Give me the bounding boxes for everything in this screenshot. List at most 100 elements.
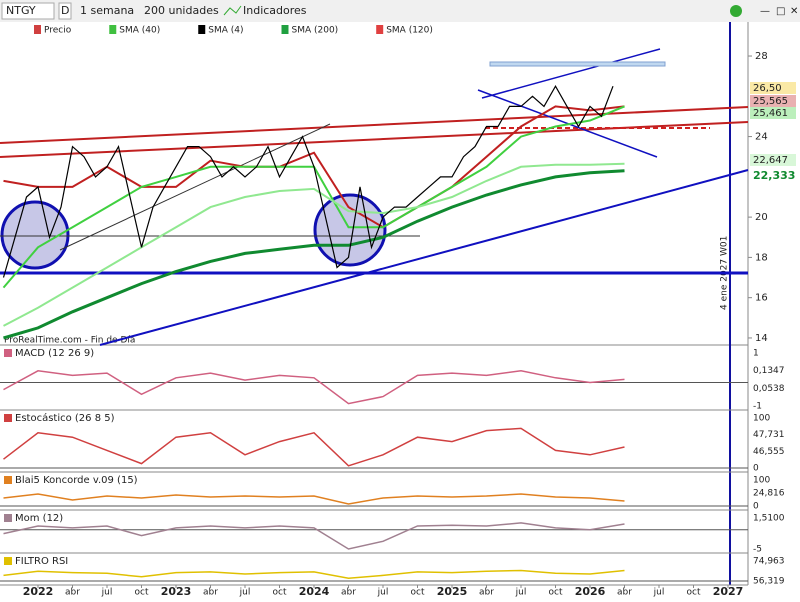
legend-entry: SMA (40)	[119, 26, 160, 36]
x-tick-label: abr	[65, 588, 80, 598]
x-tick-label: 2027	[713, 585, 744, 598]
resistance-line	[0, 106, 749, 144]
panel-value-label: 56,319	[753, 577, 785, 587]
x-tick-label: abr	[479, 588, 494, 598]
ticker: NTGY	[6, 4, 36, 17]
x-tick-label: abr	[617, 588, 632, 598]
panel-title: FILTRO RSI	[15, 556, 68, 567]
panel-value-label: -5	[753, 545, 762, 555]
panel-title: Blai5 Koncorde v.09 (15)	[15, 475, 138, 486]
y-tick-label: 16	[755, 293, 768, 304]
x-tick-label: 2023	[161, 585, 192, 598]
price-line	[2, 84, 614, 278]
panel-icon	[4, 557, 12, 565]
panel-value-label: 100	[753, 414, 770, 424]
close[interactable]: ✕	[790, 6, 798, 17]
value-label: 22,647	[753, 155, 788, 166]
legend-swatch	[198, 25, 206, 34]
value-label-box	[750, 82, 796, 94]
indicator-line	[3, 493, 625, 505]
x-tick-label: jul	[101, 588, 113, 598]
x-tick-label: abr	[341, 588, 356, 598]
x-tick-label: oct	[687, 588, 701, 598]
panel-title: Estocástico (26 8 5)	[15, 412, 115, 424]
x-tick-label: 2025	[437, 585, 468, 598]
value-label: 22,333	[753, 169, 795, 182]
x-tick-label: oct	[273, 588, 287, 598]
panel-title: Mom (12)	[15, 513, 63, 524]
x-tick-label: 2024	[299, 585, 330, 598]
channel-line	[481, 48, 661, 99]
panel-value-label: 100	[753, 476, 770, 486]
y-tick-label: 24	[755, 132, 768, 143]
value-label-box	[750, 107, 796, 119]
moving-average	[3, 162, 625, 327]
x-tick-label: 2022	[23, 585, 54, 598]
legend-entry: SMA (200)	[292, 26, 339, 36]
y-tick-label: 18	[755, 252, 768, 263]
y-tick-label: 20	[755, 212, 768, 223]
panel-value-label: -1	[753, 402, 762, 412]
indicators[interactable]: Indicadores	[243, 4, 307, 17]
x-tick-label: jul	[653, 588, 665, 598]
value-label: 26,50	[753, 83, 782, 94]
legend-entry: SMA (120)	[386, 26, 433, 36]
value-label: 25,565	[753, 96, 788, 107]
panel-value-label: 0	[753, 464, 759, 474]
refresh-icon[interactable]	[730, 5, 742, 17]
panel-value-label: 24,816	[753, 489, 785, 499]
value-label-box	[750, 154, 796, 166]
highlight-circle	[313, 193, 387, 267]
legend-entry: Precio	[44, 26, 72, 36]
watermark: ProRealTime.com - Fin de Día	[4, 336, 135, 346]
moving-average	[2, 105, 625, 289]
panel-value-label: 0,1347	[753, 366, 785, 376]
trend-line	[59, 123, 331, 251]
trend-line	[99, 169, 749, 346]
panel-value-label: 1	[753, 349, 759, 359]
toolbar	[0, 0, 800, 22]
value-label-box	[750, 95, 796, 107]
indicator-line	[3, 370, 625, 405]
units[interactable]: 200 unidades	[144, 4, 219, 17]
legend-swatch	[376, 25, 384, 34]
indicator-line	[3, 427, 625, 467]
x-tick-label: oct	[549, 588, 563, 598]
x-tick-label: abr	[203, 588, 218, 598]
x-tick-label: jul	[239, 588, 251, 598]
x-tick-label: jul	[377, 588, 389, 598]
panel-icon	[4, 349, 12, 357]
x-tick-label: jul	[515, 588, 527, 598]
moving-average	[3, 169, 625, 340]
mode: D	[61, 4, 69, 17]
mode-box[interactable]	[58, 2, 72, 20]
value-label-box	[750, 170, 796, 182]
panel-icon	[4, 514, 12, 522]
legend-swatch	[281, 25, 289, 34]
legend-swatch	[34, 25, 41, 34]
panel-title: MACD (12 26 9)	[15, 348, 94, 359]
ticker-box[interactable]	[1, 2, 55, 20]
panel-value-label: 74,963	[753, 557, 785, 567]
legend-entry: SMA (4)	[208, 26, 243, 36]
x-tick-label: oct	[135, 588, 149, 598]
x-tick-label: 2026	[575, 585, 606, 598]
period[interactable]: 1 semana	[80, 4, 134, 17]
indicator-line	[3, 522, 625, 550]
target-zone	[489, 61, 666, 67]
panel-icon	[4, 414, 12, 422]
panel-icon	[4, 476, 12, 484]
legend-swatch	[109, 25, 117, 34]
indicators-icon	[223, 5, 242, 16]
panel-value-label: 0	[753, 502, 759, 512]
y-tick-label: 28	[755, 51, 768, 62]
panel-value-label: 46,555	[753, 447, 785, 457]
highlight-circle	[0, 200, 70, 270]
x-tick-label: oct	[411, 588, 425, 598]
maximize[interactable]: □	[776, 6, 785, 17]
panel-value-label: 0,0538	[753, 384, 785, 394]
resistance-line	[0, 121, 749, 158]
minimize[interactable]: —	[760, 6, 770, 17]
value-label: 25,461	[753, 108, 788, 119]
